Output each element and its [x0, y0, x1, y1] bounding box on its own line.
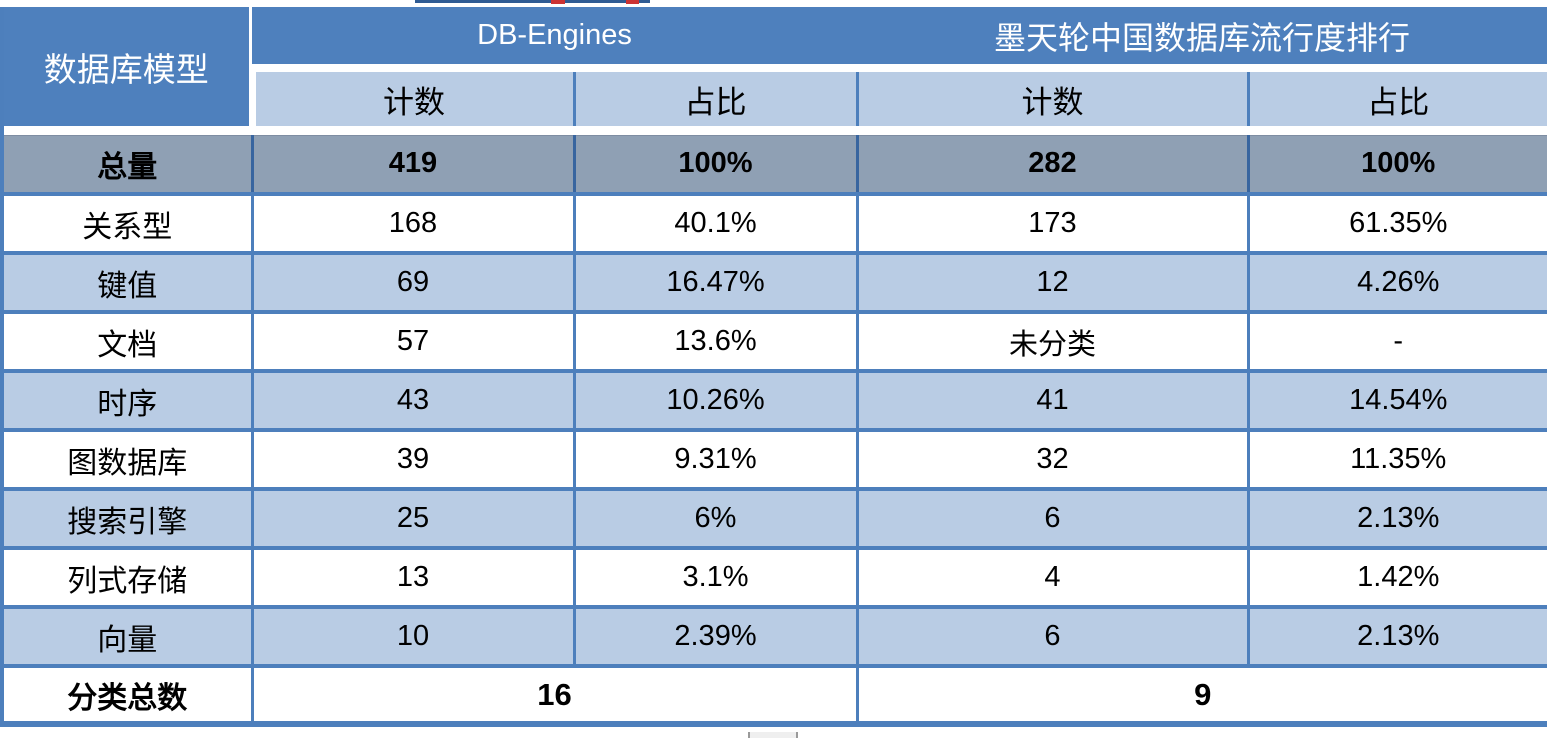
database-popularity-table: 数据库模型 DB-Engines 墨天轮中国数据库流行度排行 计数 占比 计数 … [0, 7, 1547, 727]
group-header-dbengines: DB-Engines [252, 7, 857, 64]
value-cell: 4.26% [1246, 253, 1547, 314]
value-cell: 168 [250, 194, 574, 255]
row-label-cell: 搜索引擎 [2, 489, 252, 550]
corner-header-cell: 数据库模型 [2, 7, 252, 126]
table-row: 向量 10 2.39% 6 2.13% [2, 607, 1547, 668]
value-cell: 1.42% [1246, 548, 1547, 609]
row-label-cell: 键值 [2, 253, 252, 314]
cropped-red-mark-right [626, 0, 639, 4]
value-cell: 40.1% [572, 194, 857, 255]
subheader-share-motianlun: 占比 [1246, 72, 1547, 126]
header-spacer-row [2, 64, 1547, 72]
value-cell: 14.54% [1246, 371, 1547, 432]
value-cell: 61.35% [1246, 194, 1547, 255]
value-cell: 13.6% [572, 312, 857, 373]
value-cell-motianlun-total: 9 [855, 666, 1547, 726]
value-cell: 10 [250, 607, 574, 668]
value-cell: 69 [250, 253, 574, 314]
cropped-red-mark-left [551, 0, 565, 4]
value-cell: 25 [250, 489, 574, 550]
table-row: 时序 43 10.26% 41 14.54% [2, 371, 1547, 432]
cropped-cell-artifact-bottom [748, 732, 798, 738]
row-label-cell: 分类总数 [2, 666, 252, 726]
body-spacer-row [2, 126, 1547, 135]
value-cell: 419 [250, 134, 574, 196]
row-label-cell: 向量 [2, 607, 252, 668]
value-cell: 9.31% [572, 430, 857, 491]
body-spacer [2, 126, 1547, 135]
cropped-text-artifact-top [415, 0, 650, 3]
table-row-category-count: 分类总数 16 9 [2, 666, 1547, 726]
group-header-row: 数据库模型 DB-Engines 墨天轮中国数据库流行度排行 [2, 7, 1547, 126]
subheader-count-motianlun: 计数 [855, 72, 1248, 126]
value-cell: 100% [572, 134, 857, 196]
header-spacer [252, 64, 1547, 72]
value-cell-dbengines-total: 16 [250, 666, 857, 726]
value-cell: 16.47% [572, 253, 857, 314]
value-cell: 100% [1246, 134, 1547, 196]
value-cell: 41 [855, 371, 1248, 432]
table-row: 搜索引擎 25 6% 6 2.13% [2, 489, 1547, 550]
value-cell: 6 [855, 607, 1248, 668]
value-cell: 12 [855, 253, 1248, 314]
value-cell: 2.39% [572, 607, 857, 668]
group-header-motianlun: 墨天轮中国数据库流行度排行 [857, 7, 1547, 64]
row-label-cell: 列式存储 [2, 548, 252, 609]
subheader-row: 计数 占比 计数 占比 [2, 72, 1547, 126]
row-label-cell: 关系型 [2, 194, 252, 255]
value-cell: 6% [572, 489, 857, 550]
table-row-total: 总量 419 100% 282 100% [2, 134, 1547, 196]
row-label-cell: 总量 [2, 134, 252, 196]
value-cell: 11.35% [1246, 430, 1547, 491]
row-label-cell: 图数据库 [2, 430, 252, 491]
value-cell: 未分类 [855, 312, 1248, 373]
value-cell: 6 [855, 489, 1248, 550]
value-cell: 13 [250, 548, 574, 609]
table-row: 关系型 168 40.1% 173 61.35% [2, 194, 1547, 255]
table-row: 键值 69 16.47% 12 4.26% [2, 253, 1547, 314]
table-row: 文档 57 13.6% 未分类 - [2, 312, 1547, 373]
value-cell: 4 [855, 548, 1248, 609]
value-cell: 39 [250, 430, 574, 491]
value-cell: 2.13% [1246, 489, 1547, 550]
table-row: 图数据库 39 9.31% 32 11.35% [2, 430, 1547, 491]
value-cell: 3.1% [572, 548, 857, 609]
value-cell: 10.26% [572, 371, 857, 432]
subheader-share-dbengines: 占比 [572, 72, 857, 126]
row-label-cell: 文档 [2, 312, 252, 373]
value-cell: 2.13% [1246, 607, 1547, 668]
table-row: 列式存储 13 3.1% 4 1.42% [2, 548, 1547, 609]
subheader-count-dbengines: 计数 [248, 72, 574, 126]
value-cell: 57 [250, 312, 574, 373]
value-cell: - [1246, 312, 1547, 373]
row-label-cell: 时序 [2, 371, 252, 432]
value-cell: 173 [855, 194, 1248, 255]
value-cell: 282 [855, 134, 1248, 196]
value-cell: 32 [855, 430, 1248, 491]
value-cell: 43 [250, 371, 574, 432]
